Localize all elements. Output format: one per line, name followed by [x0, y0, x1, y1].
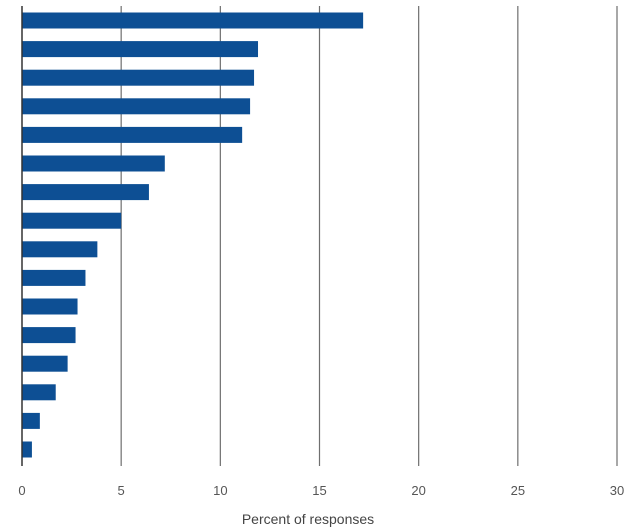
x-axis-ticks: 0 5 10 15 20 25 30	[18, 483, 624, 498]
bars	[22, 12, 364, 458]
x-tick-label: 30	[610, 483, 624, 498]
x-tick-label: 5	[118, 483, 125, 498]
bar	[22, 126, 243, 143]
bar	[22, 327, 76, 344]
bar	[22, 441, 32, 458]
bar	[22, 212, 122, 229]
bar	[22, 355, 68, 372]
x-tick-label: 25	[511, 483, 525, 498]
bar	[22, 98, 251, 115]
x-tick-label: 10	[213, 483, 227, 498]
x-tick-label: 0	[18, 483, 25, 498]
bar	[22, 298, 78, 315]
x-tick-label: 15	[312, 483, 326, 498]
x-axis-title: Percent of responses	[242, 511, 374, 527]
bar	[22, 241, 98, 258]
bar	[22, 384, 56, 401]
bar	[22, 12, 364, 29]
bar	[22, 412, 40, 429]
bar	[22, 184, 149, 201]
bar	[22, 69, 255, 86]
bar	[22, 41, 259, 58]
bar	[22, 269, 86, 286]
bar	[22, 155, 165, 172]
x-tick-label: 20	[411, 483, 425, 498]
